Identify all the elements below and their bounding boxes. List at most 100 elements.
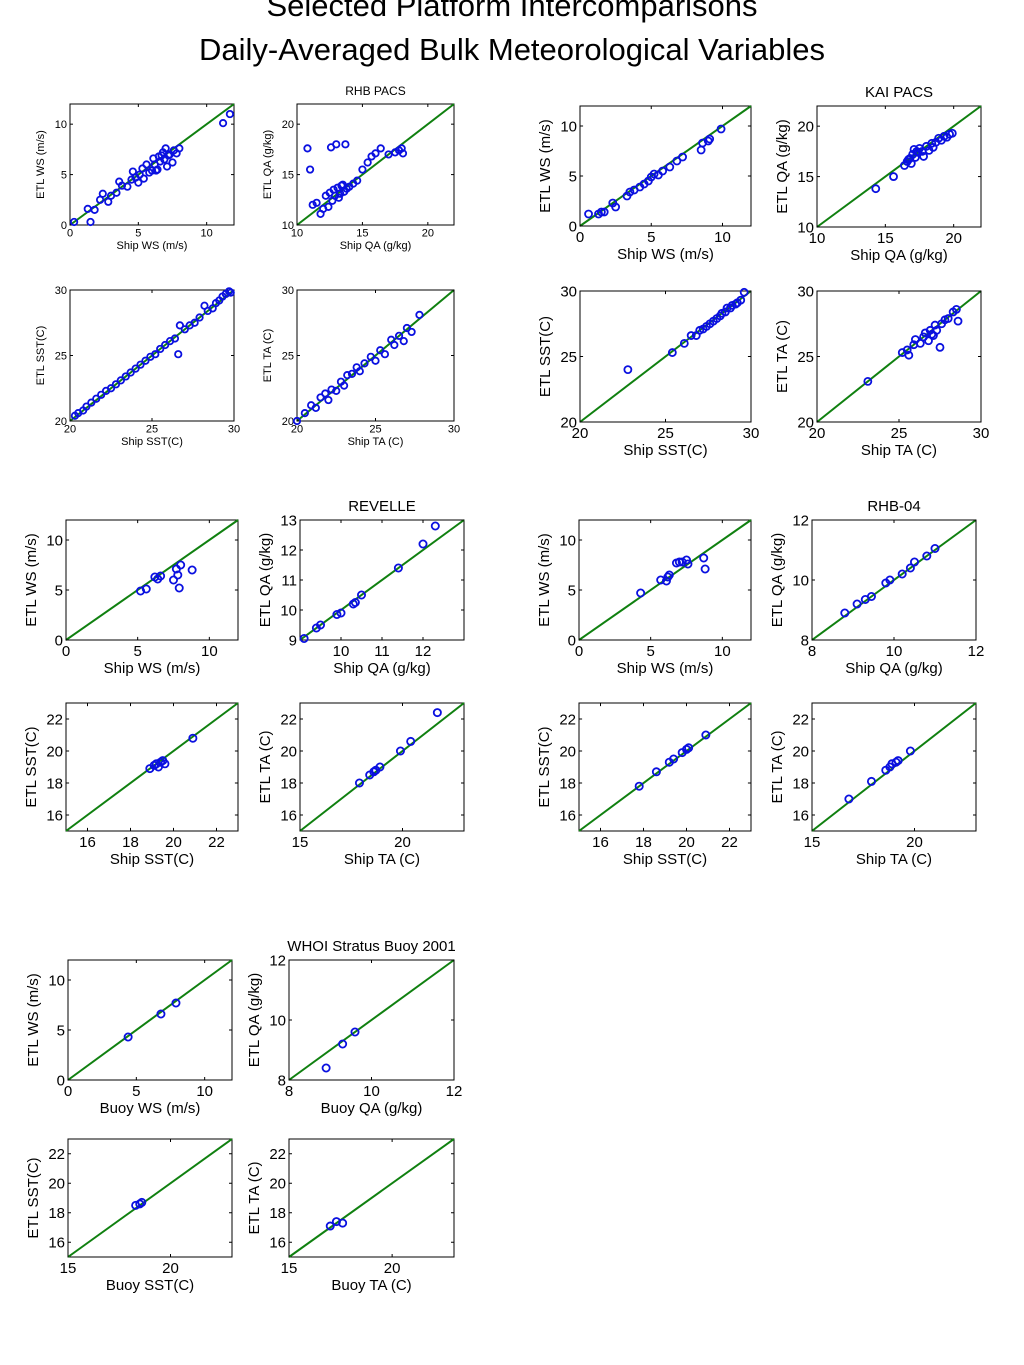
data-point xyxy=(636,588,646,598)
x-tick-label: 15 xyxy=(281,1260,298,1277)
y-tick-label: 22 xyxy=(280,711,297,728)
y-axis-label: ETL SST(C) xyxy=(23,726,40,807)
y-tick-label: 12 xyxy=(280,542,297,559)
data-point xyxy=(300,409,309,418)
x-axis-label: Ship SST(C) xyxy=(623,851,707,868)
y-tick-label: 16 xyxy=(48,1235,65,1252)
y-tick-label: 22 xyxy=(48,1146,65,1163)
data-point xyxy=(86,217,95,227)
data-point xyxy=(669,754,679,764)
x-axis-label: Ship TA (C) xyxy=(348,436,404,448)
data-point xyxy=(686,331,696,340)
data-point xyxy=(162,162,172,171)
data-point xyxy=(156,571,166,581)
y-tick-label: 0 xyxy=(569,218,577,235)
x-tick-label: 25 xyxy=(891,425,908,442)
data-point xyxy=(905,746,915,756)
y-tick-label: 25 xyxy=(797,349,814,366)
one-to-one-line xyxy=(288,959,455,1081)
data-point xyxy=(292,416,302,426)
y-tick-label: 0 xyxy=(568,632,576,649)
data-point xyxy=(350,598,360,608)
data-point xyxy=(168,575,178,585)
x-tick-label: 10 xyxy=(201,643,218,660)
data-point xyxy=(929,331,938,340)
data-point xyxy=(339,381,349,390)
x-axis-label: Ship QA (g/kg) xyxy=(340,240,412,252)
scatter-panel: 15 20 16 18 20 22 Ship TA (C) ETL TA (C) xyxy=(257,702,465,868)
x-tick-label: 20 xyxy=(572,425,589,442)
y-tick-label: 9 xyxy=(289,632,297,649)
x-axis-label: Ship TA (C) xyxy=(344,851,420,868)
data-point xyxy=(736,295,746,305)
x-axis-label: Buoy SST(C) xyxy=(106,1277,194,1294)
data-point xyxy=(395,746,405,756)
data-point xyxy=(160,759,170,769)
x-axis-label: Ship SST(C) xyxy=(623,442,707,459)
x-tick-label: 15 xyxy=(804,834,821,851)
data-point xyxy=(111,380,121,389)
data-point xyxy=(126,368,135,377)
data-point xyxy=(353,176,362,185)
y-tick-label: 20 xyxy=(282,119,294,131)
data-point xyxy=(406,736,416,746)
scatter-panel: 15 20 16 18 20 22 Buoy SST(C) ETL SST(C) xyxy=(25,1138,233,1294)
x-tick-label: 8 xyxy=(808,643,816,660)
data-point xyxy=(141,584,151,594)
x-tick-label: 30 xyxy=(743,425,760,442)
data-point xyxy=(679,338,689,348)
data-point xyxy=(180,325,189,334)
one-to-one-line xyxy=(299,519,465,641)
data-point xyxy=(116,376,125,385)
data-point xyxy=(70,217,79,227)
data-point xyxy=(338,1218,348,1228)
y-tick-label: 8 xyxy=(278,1072,286,1089)
x-tick-label: 16 xyxy=(592,834,609,851)
y-tick-label: 8 xyxy=(801,632,809,649)
data-point xyxy=(376,144,385,153)
y-axis-label: ETL SST(C) xyxy=(25,1157,42,1238)
data-point xyxy=(407,327,416,337)
y-tick-label: 20 xyxy=(269,1176,286,1193)
data-point xyxy=(190,318,199,327)
y-axis-label: ETL TA (C) xyxy=(262,329,274,383)
y-tick-label: 0 xyxy=(55,632,63,649)
data-point xyxy=(943,314,953,323)
x-tick-label: 12 xyxy=(446,1083,463,1100)
scatter-panel: 16 18 20 22 16 18 20 22 Ship SST(C) ETL SST(C) xyxy=(536,702,752,868)
y-tick-label: 18 xyxy=(48,1205,65,1222)
data-point xyxy=(649,169,659,179)
one-to-one-line xyxy=(65,702,239,832)
x-tick-label: 11 xyxy=(374,643,390,660)
y-tick-label: 5 xyxy=(55,582,63,599)
data-point xyxy=(97,390,106,399)
data-point xyxy=(866,592,876,602)
data-point xyxy=(332,610,342,620)
data-point xyxy=(664,570,674,580)
one-to-one-line xyxy=(67,1138,233,1258)
x-axis-label: Ship QA (g/kg) xyxy=(333,660,431,677)
axes-frame xyxy=(65,702,239,832)
data-point xyxy=(418,539,428,549)
axes-frame xyxy=(816,105,982,228)
data-point xyxy=(599,207,609,217)
axes-frame xyxy=(299,702,465,832)
x-tick-label: 10 xyxy=(714,229,731,246)
y-tick-label: 10 xyxy=(560,118,577,135)
one-to-one-line xyxy=(578,702,752,832)
x-tick-label: 0 xyxy=(575,643,583,660)
x-tick-label: 20 xyxy=(906,834,923,851)
data-point xyxy=(139,174,148,183)
chart-title: WHOI Stratus Buoy 2001 xyxy=(287,938,455,955)
data-point xyxy=(343,371,352,380)
data-point xyxy=(399,336,408,346)
one-to-one-line xyxy=(67,959,233,1081)
data-point xyxy=(92,394,101,403)
data-point xyxy=(634,781,644,791)
x-tick-label: 0 xyxy=(62,643,70,660)
y-tick-label: 10 xyxy=(797,219,814,236)
data-point xyxy=(98,189,107,198)
